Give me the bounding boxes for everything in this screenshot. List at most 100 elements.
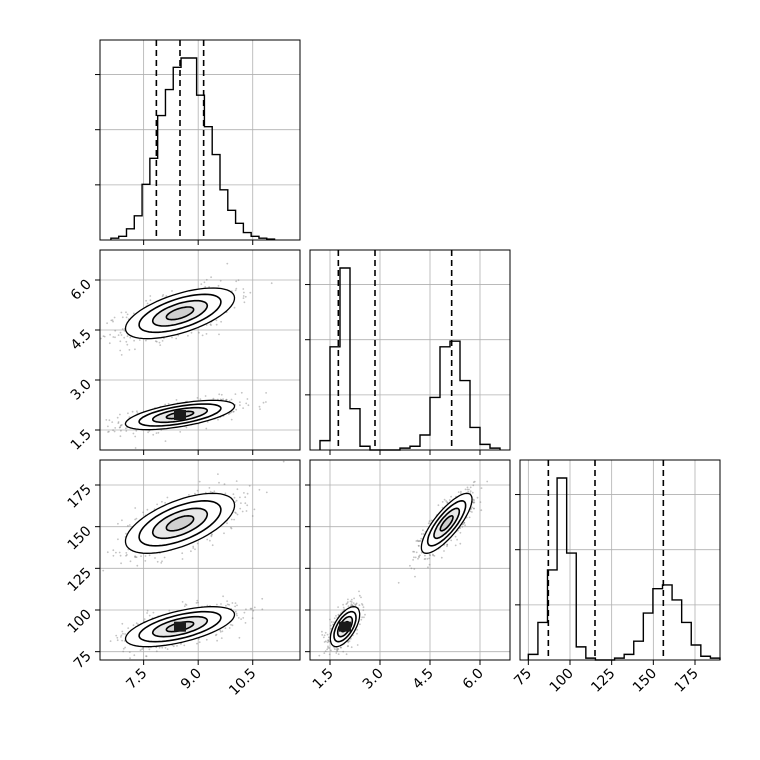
sample-point bbox=[242, 617, 245, 619]
sample-point bbox=[108, 430, 110, 433]
density-peak bbox=[174, 410, 186, 420]
sample-point bbox=[136, 564, 139, 567]
sample-point bbox=[413, 550, 416, 553]
sample-point bbox=[117, 522, 119, 525]
sample-point bbox=[342, 603, 344, 606]
sample-point bbox=[190, 550, 192, 553]
sample-point bbox=[204, 395, 207, 397]
x-tick-label: 10.5 bbox=[226, 666, 259, 699]
sample-point bbox=[265, 392, 267, 394]
sample-point bbox=[188, 494, 190, 496]
sample-point bbox=[352, 602, 355, 604]
sample-point bbox=[416, 539, 419, 542]
sample-point bbox=[426, 558, 429, 560]
sample-point bbox=[324, 650, 327, 652]
sample-point bbox=[239, 404, 241, 407]
sample-point bbox=[148, 648, 151, 651]
sample-point bbox=[330, 649, 332, 652]
sample-point bbox=[198, 641, 201, 644]
panel-content bbox=[318, 480, 489, 657]
sample-point bbox=[106, 322, 108, 325]
sample-point bbox=[198, 480, 201, 483]
sample-point bbox=[428, 520, 431, 523]
sample-point bbox=[466, 488, 469, 491]
sample-point bbox=[134, 507, 137, 509]
sample-point bbox=[245, 510, 248, 512]
sample-point bbox=[466, 486, 469, 489]
sample-point bbox=[121, 519, 123, 522]
sample-point bbox=[232, 410, 235, 413]
sample-point bbox=[226, 603, 229, 606]
sample-point bbox=[162, 294, 165, 296]
sample-point bbox=[226, 522, 228, 525]
sample-point bbox=[245, 402, 248, 405]
sample-point bbox=[228, 603, 231, 606]
sample-point bbox=[462, 523, 465, 525]
sample-point bbox=[239, 401, 241, 403]
sample-point bbox=[356, 628, 359, 631]
sample-point bbox=[335, 652, 338, 654]
sample-point bbox=[113, 316, 116, 319]
sample-point bbox=[241, 510, 244, 513]
sample-point bbox=[129, 657, 131, 660]
sample-point bbox=[135, 517, 138, 520]
sample-point bbox=[220, 320, 223, 323]
sample-point bbox=[124, 633, 126, 635]
sample-point bbox=[251, 515, 254, 517]
sample-point bbox=[119, 340, 122, 343]
sample-point bbox=[171, 290, 173, 292]
sample-point bbox=[223, 532, 225, 535]
sample-point bbox=[204, 286, 207, 288]
sample-point bbox=[134, 435, 137, 438]
sample-point bbox=[201, 334, 204, 337]
sample-point bbox=[486, 480, 489, 483]
sample-point bbox=[446, 502, 449, 504]
sample-point bbox=[413, 568, 416, 570]
sample-point bbox=[218, 481, 220, 484]
sample-point bbox=[161, 340, 164, 342]
sample-point bbox=[432, 553, 434, 556]
sample-point bbox=[422, 533, 425, 535]
sample-point bbox=[176, 645, 178, 647]
sample-point bbox=[144, 555, 147, 557]
sample-point bbox=[121, 622, 124, 625]
sample-point bbox=[323, 652, 326, 654]
sample-point bbox=[336, 649, 339, 652]
sample-point bbox=[148, 554, 151, 557]
sample-point bbox=[196, 397, 199, 399]
sample-point bbox=[103, 335, 106, 338]
sample-point bbox=[351, 604, 353, 607]
sample-point bbox=[91, 549, 93, 551]
sample-point bbox=[424, 554, 426, 557]
sample-point bbox=[140, 555, 142, 558]
sample-point bbox=[114, 329, 117, 332]
x-tick-label: 7.5 bbox=[123, 666, 150, 693]
sample-point bbox=[354, 603, 356, 606]
panel-frame bbox=[309, 249, 511, 451]
sample-point bbox=[339, 646, 342, 649]
sample-point bbox=[417, 544, 420, 547]
sample-point bbox=[208, 487, 211, 489]
sample-point bbox=[446, 501, 449, 503]
sample-point bbox=[120, 334, 123, 336]
sample-point bbox=[427, 566, 429, 569]
sample-point bbox=[240, 618, 243, 620]
sample-point bbox=[324, 631, 327, 634]
sample-point bbox=[117, 421, 120, 423]
y-tick-label: 6.0 bbox=[68, 277, 95, 304]
sample-point bbox=[126, 313, 129, 316]
sample-point bbox=[270, 282, 273, 285]
sample-point bbox=[345, 653, 348, 656]
sample-point bbox=[335, 615, 337, 617]
sample-point bbox=[321, 630, 323, 633]
sample-point bbox=[216, 639, 219, 642]
sample-point bbox=[265, 401, 267, 403]
sample-point bbox=[419, 554, 421, 557]
sample-point bbox=[417, 540, 419, 543]
sample-point bbox=[473, 507, 475, 510]
sample-point bbox=[125, 430, 128, 432]
sample-point bbox=[236, 604, 238, 607]
sample-point bbox=[361, 616, 364, 619]
sample-point bbox=[166, 648, 169, 650]
sample-point bbox=[240, 502, 242, 504]
